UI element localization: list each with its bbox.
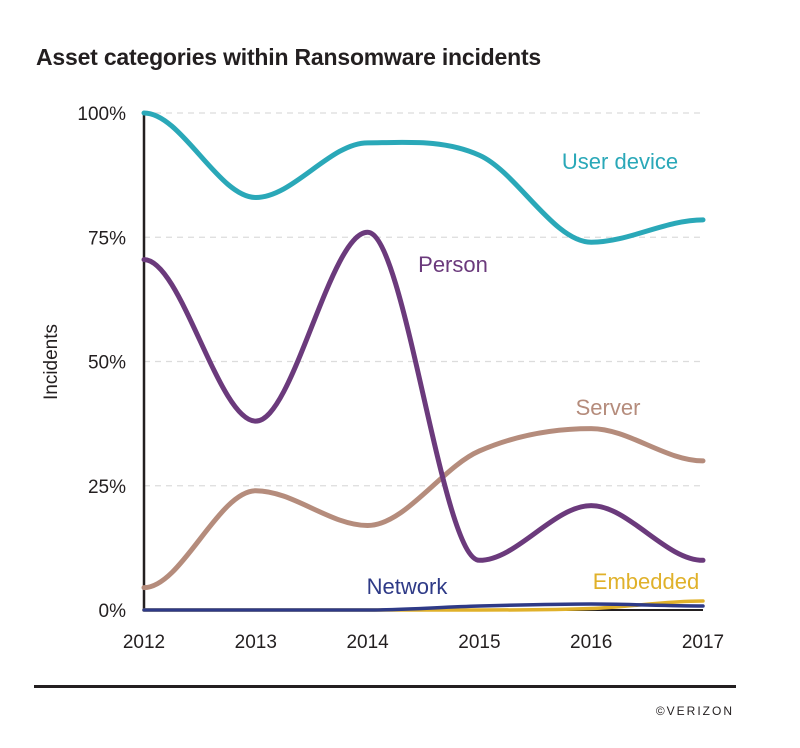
credit-text: ©VERIZON bbox=[655, 704, 734, 718]
series-line-user-device bbox=[141, 110, 706, 245]
y-tick-label: 75% bbox=[88, 228, 126, 249]
series-label-person: Person bbox=[418, 252, 488, 277]
series-label-server: Server bbox=[576, 395, 641, 420]
series-line-server bbox=[141, 426, 706, 591]
y-tick-label: 50% bbox=[88, 353, 126, 374]
y-tick-label: 100% bbox=[77, 104, 126, 125]
chart-title: Asset categories within Ransomware incid… bbox=[36, 44, 542, 70]
series-label-embedded: Embedded bbox=[593, 569, 699, 594]
series-label-user-device: User device bbox=[562, 149, 678, 174]
x-tick-label: 2016 bbox=[570, 632, 612, 653]
y-tick-label: 25% bbox=[88, 477, 126, 498]
x-tick-label: 2017 bbox=[682, 632, 724, 653]
series-labels: User device Person Server Network Embedded bbox=[367, 149, 700, 599]
gridlines bbox=[144, 112, 703, 487]
y-tick-label: 0% bbox=[99, 601, 127, 622]
series-lines bbox=[141, 110, 706, 612]
x-tick-label: 2015 bbox=[458, 632, 500, 653]
x-tick-label: 2013 bbox=[235, 632, 277, 653]
tick-labels: 0% 25% 50% 75% 100% 2012 2013 2014 2015 2016 2017 bbox=[77, 104, 724, 653]
x-tick-label: 2014 bbox=[346, 632, 389, 653]
x-tick-label: 2012 bbox=[123, 632, 165, 653]
footer-rule bbox=[34, 685, 736, 688]
series-line-person bbox=[141, 229, 706, 563]
y-axis-label: Incidents bbox=[41, 324, 62, 400]
series-line-network bbox=[142, 602, 705, 612]
series-label-network: Network bbox=[367, 574, 449, 599]
